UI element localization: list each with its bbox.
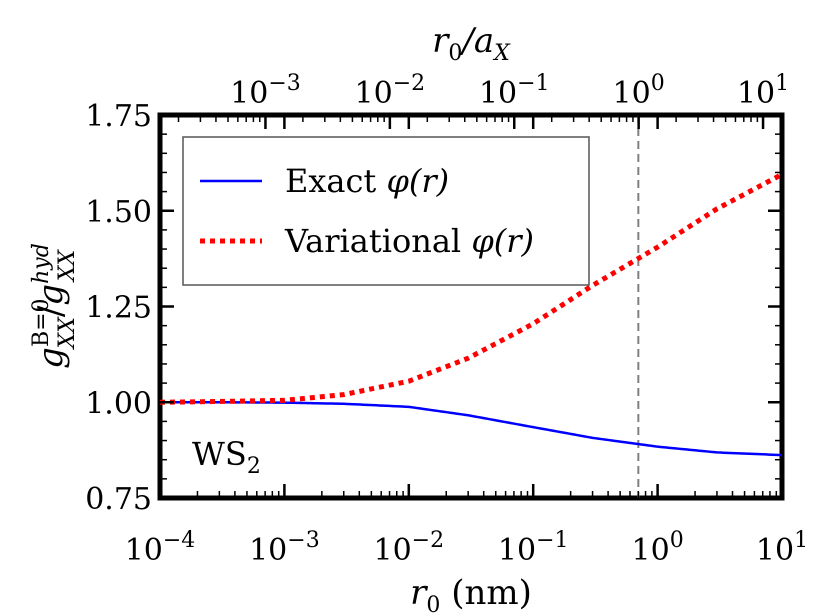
material-annotation: WS2: [192, 435, 261, 479]
legend: Exact φ(r) Variational φ(r): [182, 136, 590, 286]
series-line-exact: [160, 401, 783, 457]
y-axis-label: gB=0XX/ghydXX: [29, 243, 80, 369]
x-tick-label: 10−2: [373, 528, 444, 568]
top-x-tick-label: 101: [737, 71, 789, 111]
y-tick-label: 1.25: [85, 291, 152, 326]
legend-label-exact: Exact φ(r): [285, 162, 449, 200]
series-line-variational: [159, 172, 784, 405]
y-tick-label: 1.50: [85, 195, 152, 230]
y-tick-label: 1.75: [85, 99, 152, 134]
legend-label-variational: Variational φ(r): [284, 222, 534, 260]
x-tick-label: 10−3: [249, 528, 320, 568]
series-layer: [159, 172, 784, 457]
top-x-axis-label: r0/aX: [432, 21, 511, 66]
x-tick-label: 10−4: [125, 528, 196, 568]
top-x-tick-label: 100: [613, 71, 665, 111]
legend-box: [182, 136, 590, 286]
top-x-tick-label: 10−2: [355, 71, 426, 111]
x-axis-label: r0 (nm): [410, 573, 532, 616]
y-tick-label: 0.75: [85, 482, 152, 517]
labels-layer: WS2 r0 (nm) r0/aX gB=0XX/ghydXX: [29, 21, 532, 616]
top-x-tick-label: 10−1: [479, 71, 550, 111]
y-tick-label: 1.00: [85, 386, 152, 421]
x-tick-label: 10−1: [498, 528, 569, 568]
ticks-layer: 10−4 10−3 10−2 10−1 100 101 10−3 10−2 10−1 100 101…: [85, 71, 808, 568]
x-tick-label: 100: [632, 528, 684, 568]
top-x-tick-label: 10−3: [230, 71, 301, 111]
x-tick-label: 101: [756, 528, 808, 568]
